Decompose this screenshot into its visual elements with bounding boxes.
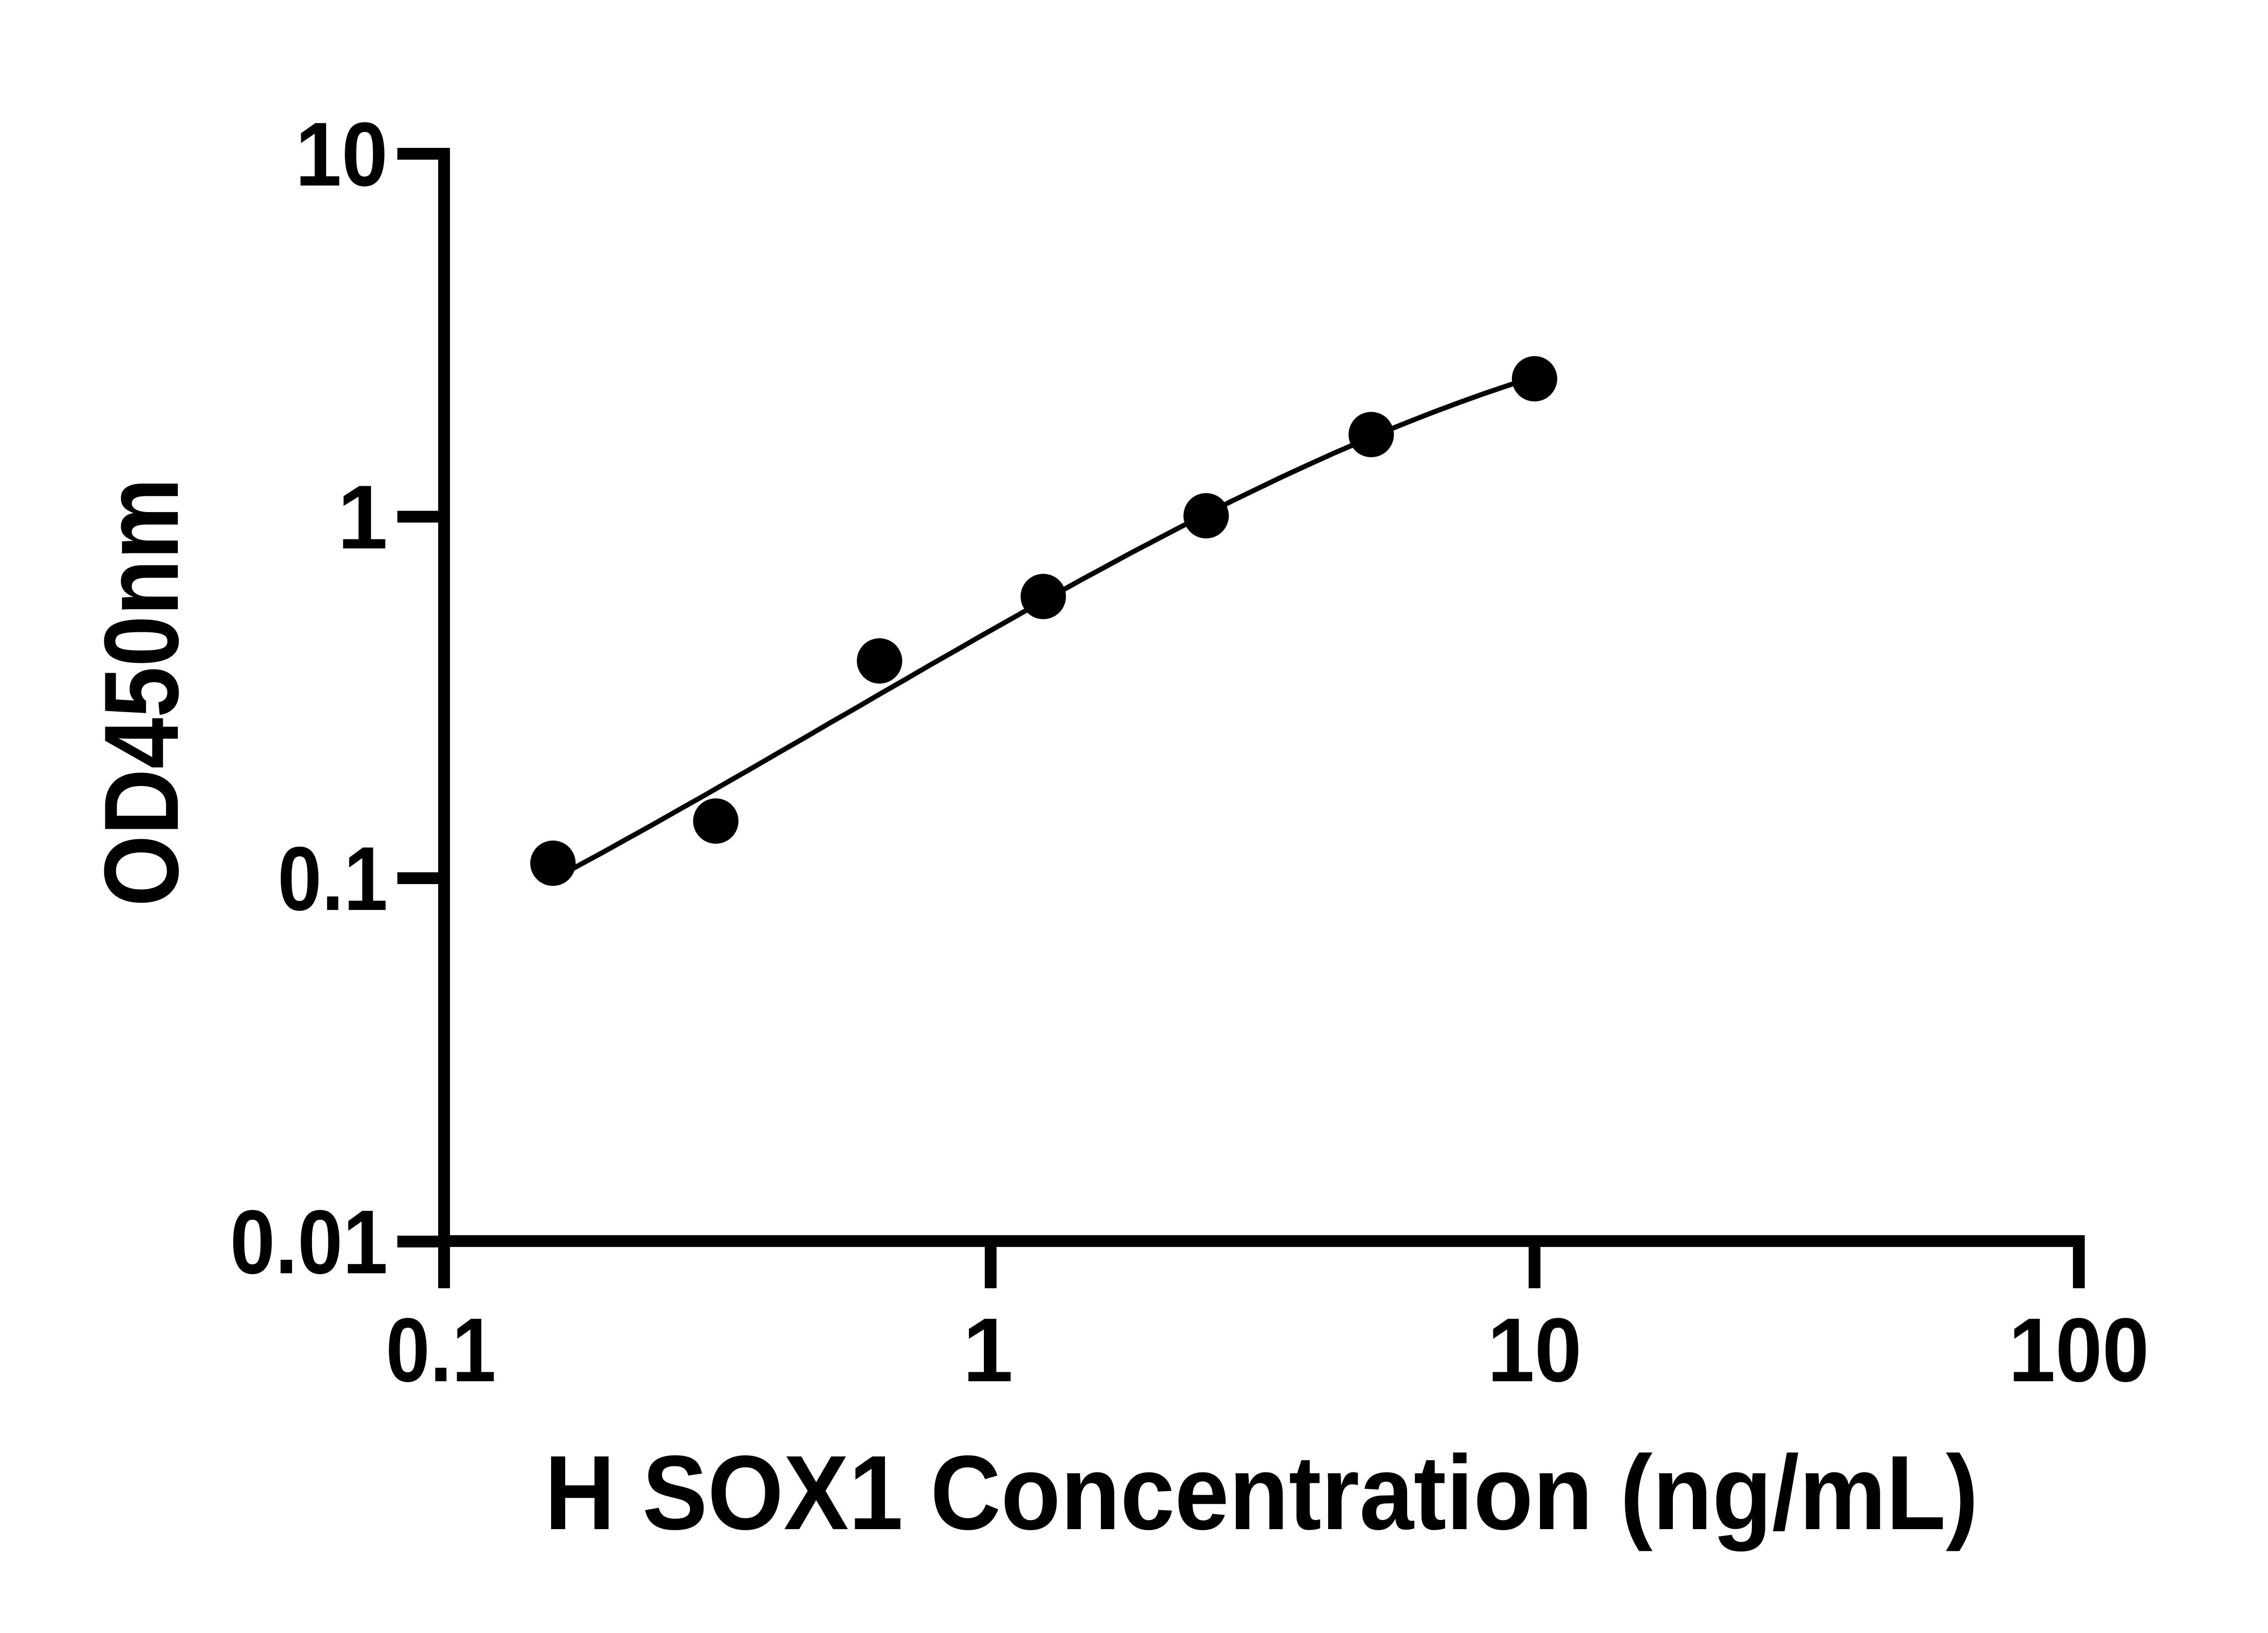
svg-text:1: 1 [337, 467, 388, 568]
svg-text:H SOX1 Concentration (ng/mL): H SOX1 Concentration (ng/mL) [545, 1434, 1979, 1552]
svg-text:0.1: 0.1 [278, 828, 388, 929]
svg-text:1: 1 [963, 1300, 1013, 1401]
svg-text:OD450nm: OD450nm [83, 478, 200, 907]
svg-text:10: 10 [295, 104, 388, 205]
svg-text:100: 100 [2009, 1300, 2149, 1401]
svg-text:0.01: 0.01 [230, 1192, 388, 1293]
svg-text:0.1: 0.1 [386, 1300, 496, 1401]
svg-text:10: 10 [1487, 1300, 1582, 1401]
